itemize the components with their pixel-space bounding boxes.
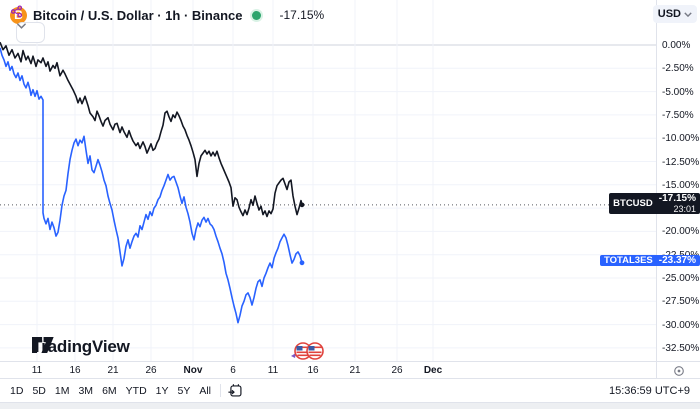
- price-axis-label: -12.50%: [662, 156, 700, 168]
- range-button-1m[interactable]: 1M: [54, 384, 70, 397]
- range-button-5y[interactable]: 5Y: [177, 384, 191, 397]
- price-axis[interactable]: 0.00% -2.50% -5.00% -7.50% -10.00% -12.50% -15…: [656, 0, 700, 361]
- series-line-btcusd: [0, 41, 303, 218]
- price-axis-label: -27.50%: [662, 296, 700, 308]
- bottom-toolbar: 1D 5D 1M 3M 6M YTD 1Y 5Y All 15:36:59 UTC+9: [0, 379, 700, 403]
- tradingview-logomark-icon: [32, 337, 54, 353]
- time-axis-label: 11: [31, 365, 43, 376]
- chart-plot-area[interactable]: B Bitcoin / U.S. Dollar · 1h · Binance -…: [0, 0, 656, 361]
- clock[interactable]: 15:36:59 UTC+9: [608, 384, 690, 397]
- change-percent: -17.15%: [279, 8, 325, 22]
- price-axis-label: -20.00%: [662, 226, 700, 238]
- price-axis-label: -2.50%: [662, 63, 694, 75]
- series-line-total3es: [0, 47, 303, 324]
- time-axis-label: 6: [230, 365, 236, 376]
- chevron-down-icon: [684, 11, 692, 17]
- time-axis-label: 21: [107, 365, 119, 376]
- collapse-pane-button[interactable]: [16, 22, 45, 43]
- toolbar-divider: [220, 384, 222, 397]
- tradingview-logo-text: TradingView: [32, 337, 130, 356]
- price-scale-settings[interactable]: [656, 362, 700, 379]
- range-button-3m[interactable]: 3M: [78, 384, 94, 397]
- time-axis-label: 16: [69, 365, 81, 376]
- price-axis-label: -5.00%: [662, 86, 694, 98]
- price-axis-label: -25.00%: [662, 273, 700, 284]
- total3es-value: -23.37%: [658, 254, 696, 266]
- time-axis-label: Dec: [423, 365, 443, 376]
- gear-icon: [674, 365, 684, 376]
- range-button-all[interactable]: All: [199, 384, 212, 397]
- time-axis-label: 11: [267, 365, 279, 376]
- currency-label: USD: [657, 8, 681, 20]
- date-range-buttons: 1D 5D 1M 3M 6M YTD 1Y 5Y All: [0, 385, 211, 397]
- price-axis-label: -32.50%: [662, 342, 700, 354]
- chart-canvas: [0, 0, 656, 361]
- range-button-5d[interactable]: 5D: [32, 384, 46, 397]
- symbol-header: B Bitcoin / U.S. Dollar · 1h · Binance -…: [10, 5, 324, 25]
- currency-selector[interactable]: USD: [652, 5, 697, 23]
- time-axis-label: 16: [307, 365, 319, 376]
- price-label-btcusd: BTCUSD -17.15% 23:01: [609, 192, 700, 214]
- time-axis-label: 26: [145, 365, 157, 376]
- time-axis-label: 21: [349, 365, 361, 376]
- price-axis-label: -7.50%: [662, 109, 694, 121]
- symbol-title[interactable]: Bitcoin / U.S. Dollar · 1h · Binance: [33, 7, 243, 23]
- range-button-1y[interactable]: 1Y: [155, 384, 169, 397]
- series-endpoint-total3es: [299, 260, 305, 266]
- goto-date-button[interactable]: [228, 383, 243, 398]
- calendar-goto-icon: [228, 384, 242, 397]
- market-status-icon[interactable]: [252, 10, 262, 20]
- range-button-6m[interactable]: 6M: [102, 384, 117, 397]
- tradingview-logo[interactable]: TradingView: [32, 337, 130, 357]
- price-axis-label: -30.00%: [662, 319, 700, 331]
- window-edge: [0, 403, 700, 409]
- btcusd-symbol: BTCUSD: [613, 197, 653, 209]
- total3es-symbol: TOTAL3ES: [604, 254, 653, 266]
- price-axis-label: -10.00%: [662, 133, 700, 145]
- price-axis-label: 0.00%: [662, 40, 691, 51]
- btcusd-value: -17.15%: [658, 192, 696, 204]
- range-button-1d[interactable]: 1D: [10, 384, 24, 397]
- price-axis-label: -15.00%: [662, 179, 700, 191]
- range-button-ytd[interactable]: YTD: [125, 384, 147, 397]
- series-endpoint-btcusd: [299, 202, 305, 208]
- time-axis[interactable]: 11 16 21 26 Nov 6 11 16 21 26 Dec: [0, 361, 700, 379]
- price-label-total3es: TOTAL3ES -23.37%: [600, 254, 700, 266]
- time-axis-label: Nov: [183, 365, 203, 376]
- time-axis-label: 26: [391, 365, 403, 376]
- btcusd-time: 23:01: [673, 203, 696, 214]
